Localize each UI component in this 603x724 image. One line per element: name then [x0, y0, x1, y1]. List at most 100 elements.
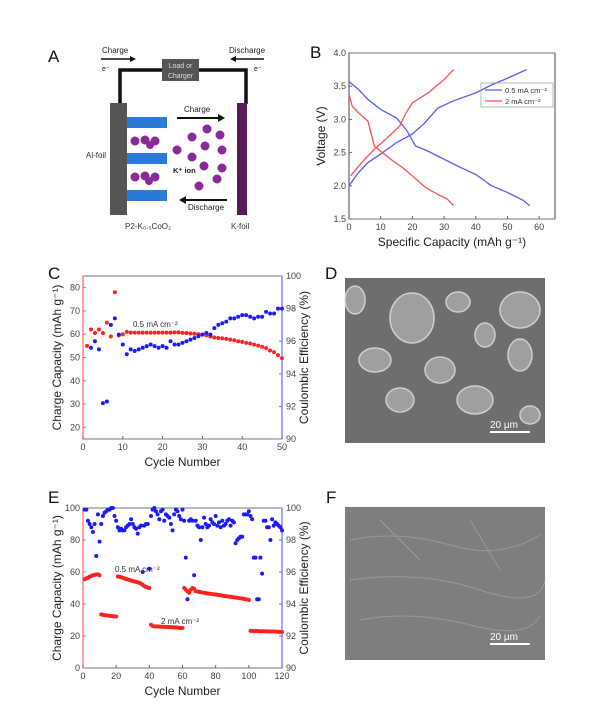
efficiency-point	[95, 512, 100, 517]
x-tick-label: 20	[407, 222, 417, 232]
capacity-point	[180, 330, 185, 335]
efficiency-point	[184, 339, 189, 344]
efficiency-point	[170, 528, 175, 533]
efficiency-point	[208, 517, 213, 522]
capacity-point	[216, 335, 221, 340]
efficiency-point	[200, 525, 205, 530]
wire-left	[118, 68, 163, 104]
y-tick-label: 30	[70, 399, 80, 409]
x-tick-label: 10	[376, 222, 386, 232]
y2-tick-label: 100	[286, 271, 301, 281]
x-tick-label: 30	[197, 442, 207, 452]
y-tick-label: 20	[70, 631, 80, 641]
y-tick-label: 20	[70, 422, 80, 432]
y-tick-label: 40	[70, 599, 80, 609]
efficiency-point	[268, 311, 273, 316]
efficiency-point	[99, 522, 104, 526]
efficiency-point	[220, 518, 225, 523]
efficiency-point	[112, 514, 117, 518]
capacity-point	[160, 330, 165, 335]
cathode-label: P2-K₀.₅CoO₂	[125, 222, 171, 231]
capacity-point	[252, 342, 257, 347]
capacity-point	[92, 331, 97, 336]
efficiency-point	[152, 506, 157, 510]
efficiency-point	[258, 555, 263, 560]
efficiency-point	[263, 518, 268, 523]
efficiency-point	[203, 522, 208, 526]
series-line-1	[350, 69, 455, 177]
y2-tick-label: 90	[286, 434, 296, 444]
scale-bar-label-f: 20 μm	[490, 632, 518, 643]
y-axis-label: Voltage (V)	[314, 106, 328, 165]
arrowhead-icon	[230, 56, 236, 62]
x-tick-label: 20	[111, 671, 121, 681]
y-tick-label: 50	[70, 353, 80, 363]
capacity-point	[144, 330, 149, 335]
efficiency-point	[85, 518, 90, 523]
y2-tick-label: 98	[286, 304, 296, 314]
efficiency-point	[90, 530, 95, 534]
efficiency-point	[132, 348, 137, 353]
efficiency-point	[215, 523, 220, 528]
efficiency-point	[177, 514, 182, 518]
y-tick-label: 80	[70, 535, 80, 545]
efficiency-point	[145, 522, 150, 526]
efficiency-point	[260, 571, 265, 576]
arrowhead-icon	[130, 56, 136, 62]
efficiency-point	[220, 321, 225, 326]
panel-label-a: A	[48, 47, 60, 66]
series-line-1	[348, 94, 455, 207]
discharge-arrow-label: Discharge	[188, 203, 225, 212]
efficiency-point	[115, 525, 120, 530]
chart-c-cycling: C 0 10 20 30 40 50 20 30 40 50 60 70 80 90 92 94 96 98 100 C…	[48, 264, 311, 469]
charge-arrow-label: Charge	[184, 105, 211, 114]
k-ion-label: K⁺ ion	[173, 166, 196, 175]
load-box	[162, 59, 199, 81]
efficiency-point	[253, 555, 258, 560]
efficiency-point	[129, 517, 134, 522]
cathode-layers	[127, 117, 167, 201]
efficiency-point	[116, 332, 121, 337]
efficiency-point	[224, 319, 229, 324]
efficiency-point	[256, 597, 261, 602]
efficiency-point	[89, 525, 94, 530]
capacity-point	[268, 348, 273, 353]
efficiency-point	[160, 507, 165, 512]
x-tick-label: 20	[158, 442, 168, 452]
series-line-0	[348, 81, 531, 207]
capacity-point	[124, 329, 129, 334]
efficiency-point	[232, 316, 237, 321]
x-tick-label: 10	[118, 442, 128, 452]
efficiency-point	[256, 314, 261, 319]
efficiency-point	[128, 347, 133, 352]
efficiency-point	[212, 522, 217, 526]
efficiency-point	[100, 401, 105, 406]
x-tick-label: 50	[277, 442, 287, 452]
efficiency-point	[228, 316, 233, 321]
efficiency-point	[104, 399, 109, 404]
y-tick-label: 1.5	[333, 214, 346, 224]
efficiency-point	[264, 309, 269, 314]
chart-b-voltage-profile: B 0 10 20 30 40 50 60 1.5 2.0 2.5 3.0 3.5 4.0 Specific…	[310, 43, 556, 249]
y-tick-label: 3.0	[333, 114, 346, 124]
efficiency-point	[216, 322, 221, 327]
efficiency-point	[196, 334, 201, 339]
y2-tick-label: 92	[286, 631, 296, 641]
electron-right: e⁻	[254, 66, 262, 73]
efficiency-point	[245, 512, 250, 517]
efficiency-point	[246, 509, 251, 514]
capacity-point	[236, 339, 241, 344]
efficiency-point	[147, 566, 152, 571]
x-tick-label: 60	[177, 671, 187, 681]
wire-right	[198, 68, 248, 104]
x-tick-label: 0	[80, 442, 85, 452]
efficiency-point	[192, 573, 197, 578]
x-tick-label: 60	[534, 222, 544, 232]
capacity-point	[240, 339, 245, 344]
efficiency-point	[213, 514, 218, 518]
efficiency-point	[92, 522, 97, 526]
efficiency-point	[157, 517, 162, 522]
y-tick-label: 100	[65, 503, 80, 513]
x-axis-label: Specific Capacity (mAh g⁻¹)	[378, 235, 526, 249]
